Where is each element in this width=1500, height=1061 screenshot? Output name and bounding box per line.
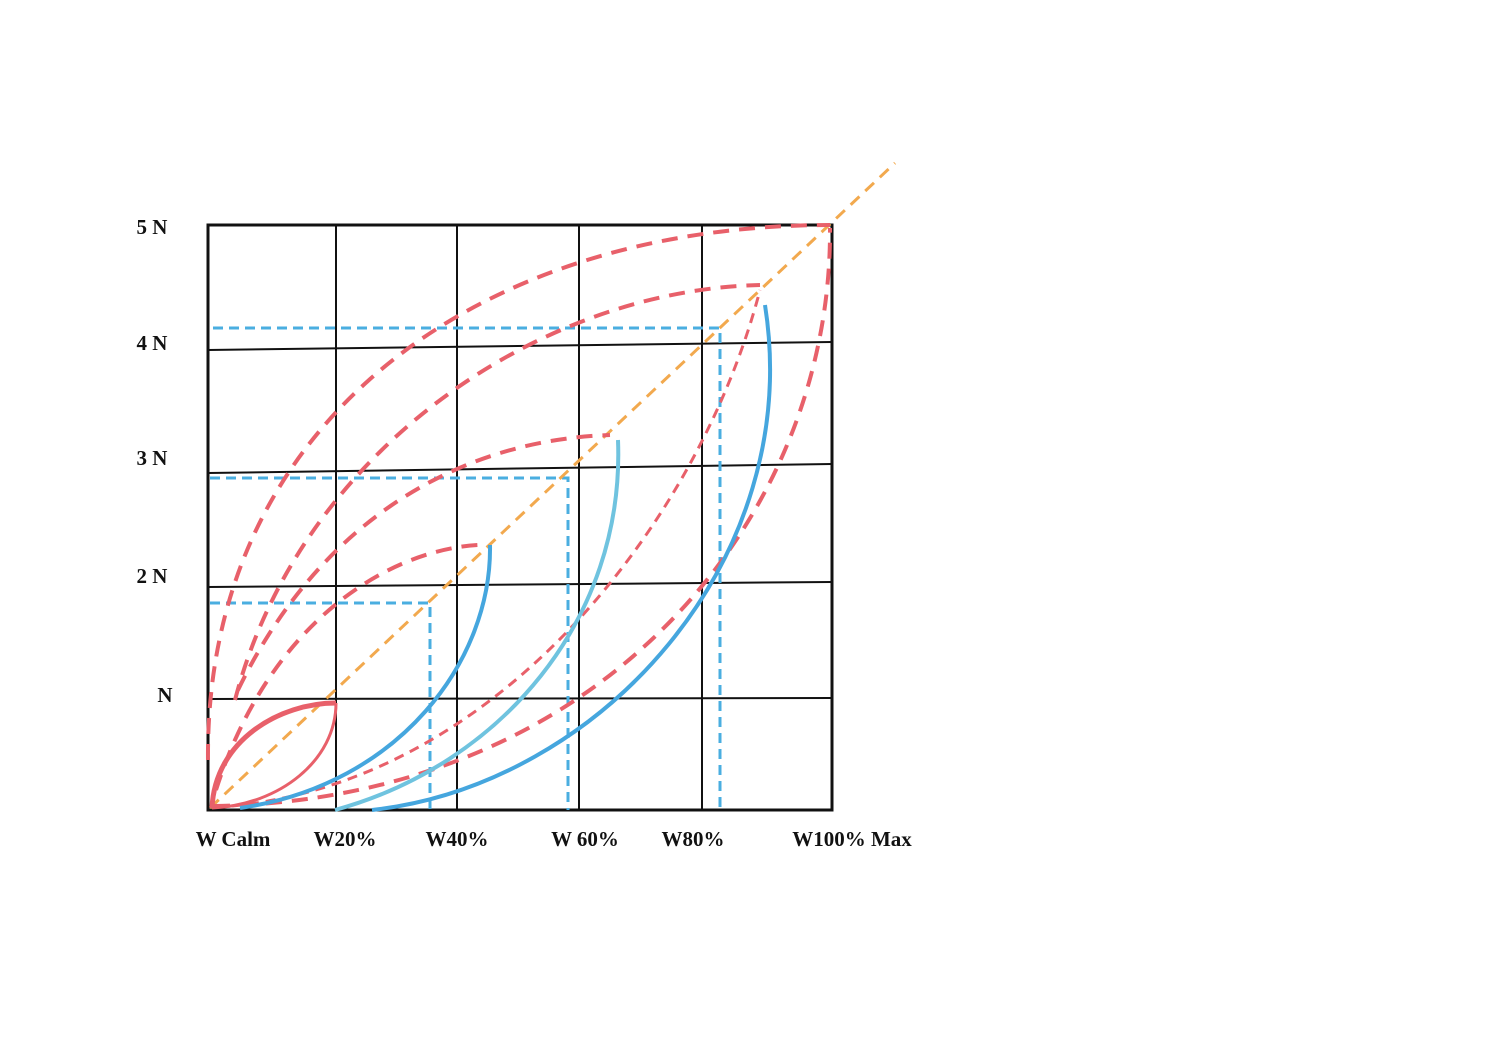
x-label: W40% xyxy=(426,827,489,851)
y-label: 4 N xyxy=(137,331,168,355)
y-labels: 5 N 4 N 3 N 2 N N xyxy=(137,215,173,707)
blue-curves xyxy=(239,304,772,812)
y-label: 2 N xyxy=(137,564,168,588)
x-label: W20% xyxy=(314,827,377,851)
x-label: W100% Max xyxy=(792,827,912,851)
y-label: N xyxy=(157,683,172,707)
x-label: W Calm xyxy=(196,827,271,851)
y-label: 5 N xyxy=(137,215,168,239)
x-labels: W Calm W20% W40% W 60% W80% W100% Max xyxy=(196,827,913,851)
y-label: 3 N xyxy=(137,446,168,470)
diagonal xyxy=(208,161,897,810)
x-label: W80% xyxy=(662,827,725,851)
x-label: W 60% xyxy=(551,827,619,851)
